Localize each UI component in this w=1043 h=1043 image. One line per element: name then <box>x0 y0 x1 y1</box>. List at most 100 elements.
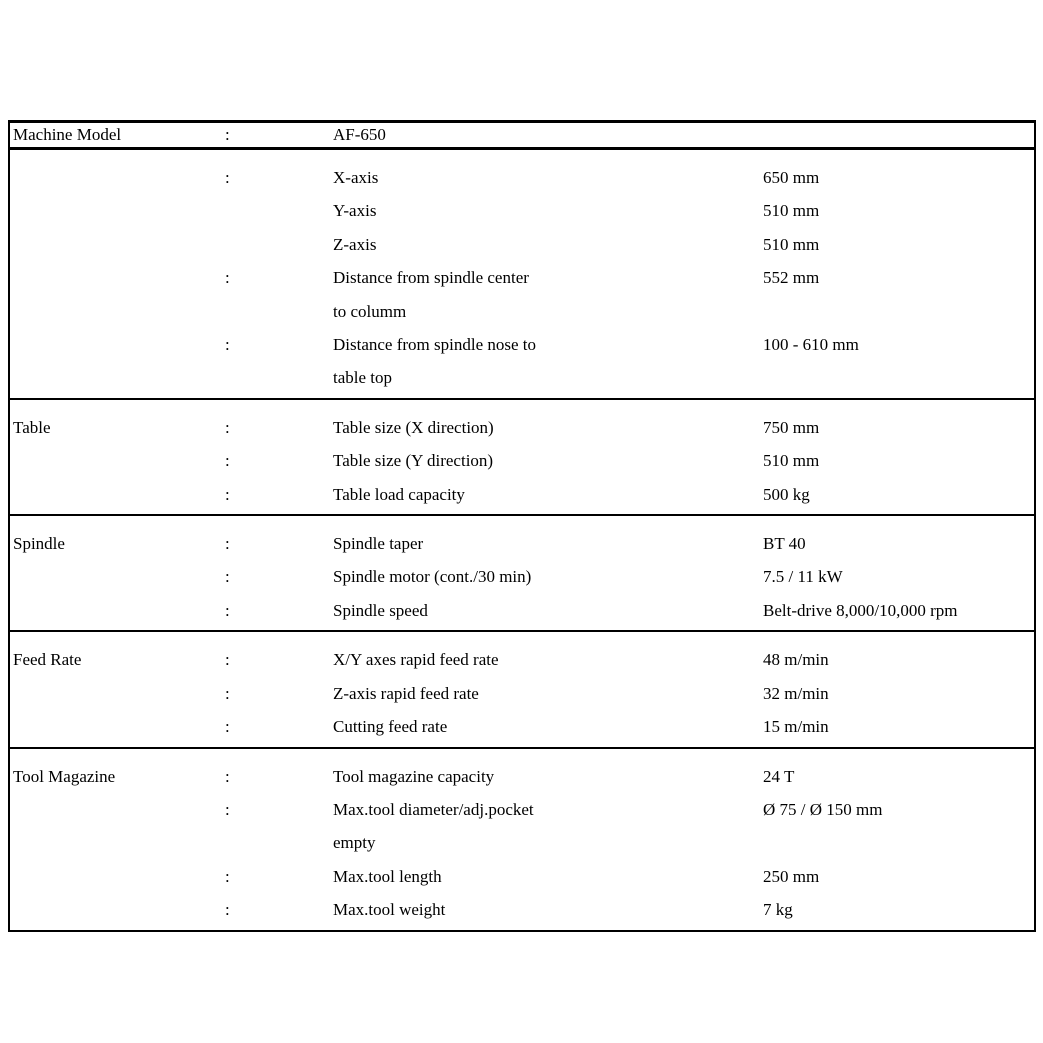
section-label <box>13 328 225 395</box>
spec-row: : Max.tool diameter/adj.pocket empty Ø 75 /… <box>10 793 1034 860</box>
param-name: Spindle speed <box>333 594 763 627</box>
param-value: 510 mm <box>763 201 820 221</box>
param-line: Table load capacity <box>333 484 465 504</box>
param-name: Table size (X direction) <box>333 411 763 444</box>
separator-colon: : <box>225 683 230 703</box>
param-line: Y-axis <box>333 201 377 221</box>
param-value: 15 m/min <box>763 717 829 737</box>
machine-model-value: AF-650 <box>333 125 386 144</box>
separator-colon <box>225 194 333 227</box>
section-label <box>13 710 225 743</box>
param-name: Max.tool length <box>333 860 763 893</box>
param-name: Table load capacity <box>333 478 763 511</box>
spec-row: : Table size (Y direction) 510 mm <box>10 444 1034 477</box>
spec-section-axis-travel: : X-axis 650 mm Y-axis 510 mm Z-axis 510 mm: Di… <box>10 150 1034 398</box>
spec-row: : Distance from spindle nose to table top 1… <box>10 328 1034 395</box>
spec-row: Tool Magazine: Tool magazine capacity 24 T <box>10 760 1034 793</box>
section-label: Table <box>13 417 51 437</box>
param-name: Spindle taper <box>333 527 763 560</box>
separator-colon: : <box>225 650 230 670</box>
spec-row: Spindle: Spindle taper BT 40 <box>10 527 1034 560</box>
spec-section-table: Table: Table size (X direction) 750 mm: Tab… <box>10 397 1034 514</box>
machine-spec-table: Machine Model : AF-650 : X-axis 650 mm Y-ax… <box>8 120 1036 932</box>
param-value: Ø 75 / Ø 150 mm <box>763 799 883 819</box>
param-line: Max.tool weight <box>333 900 446 920</box>
spec-row: : X-axis 650 mm <box>10 161 1034 194</box>
param-value: 100 - 610 mm <box>763 335 859 355</box>
spec-row: : Max.tool length 250 mm <box>10 860 1034 893</box>
separator-colon: : <box>225 717 230 737</box>
param-name: X/Y axes rapid feed rate <box>333 643 763 676</box>
param-value: 32 m/min <box>763 683 829 703</box>
separator-colon: : <box>225 600 230 620</box>
machine-model-label: Machine Model <box>13 125 122 144</box>
spec-row: Table: Table size (X direction) 750 mm <box>10 411 1034 444</box>
param-name: Y-axis <box>333 194 763 227</box>
param-value: 500 kg <box>763 484 810 504</box>
param-line: Table size (Y direction) <box>333 451 494 471</box>
separator-colon: : <box>225 766 230 786</box>
spec-sections: : X-axis 650 mm Y-axis 510 mm Z-axis 510 mm: Di… <box>10 150 1034 930</box>
spec-section-feed-rate: Feed Rate: X/Y axes rapid feed rate 48 m/m… <box>10 630 1034 746</box>
param-name: Tool magazine capacity <box>333 760 763 793</box>
param-value: 650 mm <box>763 168 820 187</box>
param-value: 552 mm <box>763 268 820 288</box>
param-line: Z-axis <box>333 234 377 254</box>
param-name: Z-axis rapid feed rate <box>333 677 763 710</box>
spec-row: : Cutting feed rate 15 m/min <box>10 710 1034 743</box>
section-label: Feed Rate <box>13 650 82 670</box>
section-label <box>13 478 225 511</box>
separator-colon: : <box>225 451 230 471</box>
spec-row: : Distance from spindle center to columm 55… <box>10 261 1034 328</box>
param-value: 510 mm <box>763 451 820 471</box>
param-line: Distance from spindle center <box>333 268 529 288</box>
separator-colon: : <box>225 567 230 587</box>
param-name: X-axis <box>333 161 763 194</box>
param-name: Distance from spindle center to columm <box>333 261 763 328</box>
separator-colon: : <box>225 168 230 187</box>
section-label <box>13 594 225 627</box>
spec-row: Y-axis 510 mm <box>10 194 1034 227</box>
spec-row: : Max.tool weight 7 kg <box>10 893 1034 926</box>
spec-section-tool-magazine: Tool Magazine: Tool magazine capacity 24 T… <box>10 746 1034 930</box>
separator-colon: : <box>225 335 230 355</box>
separator-colon: : <box>225 268 230 288</box>
param-line: X/Y axes rapid feed rate <box>333 650 499 670</box>
section-label <box>13 228 225 261</box>
spec-row: : Z-axis rapid feed rate 32 m/min <box>10 677 1034 710</box>
param-line: Spindle motor (cont./30 min) <box>333 567 532 587</box>
section-label <box>13 860 225 893</box>
section-label: Tool Magazine <box>13 766 116 786</box>
param-value: Belt-drive 8,000/10,000 rpm <box>763 600 958 620</box>
spec-section-spindle: Spindle: Spindle taper BT 40: Spindle motor… <box>10 514 1034 630</box>
param-name: Spindle motor (cont./30 min) <box>333 560 763 593</box>
param-name: Max.tool weight <box>333 893 763 926</box>
separator-colon: : <box>225 799 230 819</box>
param-line: X-axis <box>333 168 379 187</box>
param-value: 24 T <box>763 766 795 786</box>
separator-colon: : <box>225 417 230 437</box>
param-line: Table size (X direction) <box>333 417 494 437</box>
param-value: 7 kg <box>763 900 793 920</box>
param-line: empty <box>333 833 376 853</box>
separator-colon: : <box>225 484 230 504</box>
param-value: 250 mm <box>763 866 820 886</box>
section-label <box>13 677 225 710</box>
param-value: 7.5 / 11 kW <box>763 567 843 587</box>
separator-colon: : <box>225 866 230 886</box>
param-value: BT 40 <box>763 534 806 554</box>
param-line: Distance from spindle nose to <box>333 335 537 355</box>
param-name: Z-axis <box>333 228 763 261</box>
section-label: Spindle <box>13 534 65 554</box>
spec-row: Z-axis 510 mm <box>10 228 1034 261</box>
param-line: Spindle taper <box>333 534 424 554</box>
param-name: Distance from spindle nose to table top <box>333 328 763 395</box>
spec-row: Feed Rate: X/Y axes rapid feed rate 48 m/m… <box>10 643 1034 676</box>
param-name: Cutting feed rate <box>333 710 763 743</box>
separator-colon: : <box>225 900 230 920</box>
param-line: table top <box>333 368 393 388</box>
param-line: Max.tool diameter/adj.pocket <box>333 799 534 819</box>
param-line: Cutting feed rate <box>333 717 448 737</box>
param-line: Max.tool length <box>333 866 442 886</box>
spec-row: : Spindle motor (cont./30 min) 7.5 / 11 kW <box>10 560 1034 593</box>
